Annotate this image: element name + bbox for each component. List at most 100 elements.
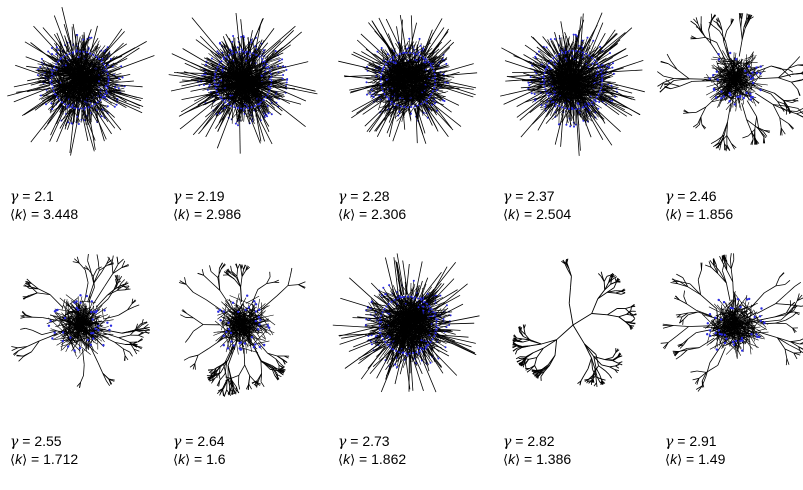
mean-degree-label: ⟨k⟩ = 1.856 [665,206,733,224]
gamma-symbol: γ [503,434,512,450]
equals-sign: = [520,206,537,222]
k-variable: k [508,451,516,467]
equals-sign: = [355,451,372,467]
network-panel: γ = 2.82 ⟨k⟩ = 1.386 [493,245,653,490]
network-panel: γ = 2.55 ⟨k⟩ = 1.712 [0,245,160,490]
mean-degree-label: ⟨k⟩ = 2.986 [173,206,241,224]
network-drawing [657,13,803,152]
gamma-symbol: γ [665,434,674,450]
equals-sign: = [190,206,207,222]
network-graph [178,262,306,397]
angle-bracket-right: ⟩ [185,453,191,468]
network-panel: γ = 2.73 ⟨k⟩ = 1.862 [328,245,488,490]
equals-sign: = [18,433,35,449]
mean-degree-value: 1.6 [206,451,226,467]
gamma-label: γ = 2.55 [10,433,78,451]
gamma-symbol: γ [10,434,19,450]
angle-bracket-right: ⟩ [677,208,683,223]
network-drawing [338,15,478,144]
network-graph [512,258,637,387]
panel-caption: γ = 2.19 ⟨k⟩ = 2.986 [173,188,241,224]
angle-bracket-right: ⟩ [350,208,356,223]
angle-bracket-left: ⟨ [665,453,671,468]
network-panel: γ = 2.91 ⟨k⟩ = 1.49 [655,245,803,490]
panel-caption: γ = 2.73 ⟨k⟩ = 1.862 [338,433,406,469]
network-drawing [660,253,803,392]
equals-sign: = [190,451,207,467]
network-panel: γ = 2.28 ⟨k⟩ = 2.306 [328,0,488,245]
angle-bracket-right: ⟩ [185,208,191,223]
panel-caption: γ = 2.55 ⟨k⟩ = 1.712 [10,433,78,469]
equals-sign: = [346,433,363,449]
gamma-label: γ = 2.82 [503,433,571,451]
equals-sign: = [520,451,537,467]
angle-bracket-right: ⟩ [22,453,28,468]
equals-sign: = [673,188,690,204]
network-drawing [168,12,318,154]
gamma-value: 2.46 [689,188,717,204]
angle-bracket-right: ⟩ [515,208,521,223]
k-variable: k [670,451,678,467]
equals-sign: = [181,188,198,204]
equals-sign: = [18,188,35,204]
network-graph [7,7,155,156]
k-variable: k [670,206,678,222]
k-variable: k [343,206,351,222]
network-panel: γ = 2.19 ⟨k⟩ = 2.986 [163,0,323,245]
network-drawing [7,7,155,156]
gamma-value: 2.91 [689,433,717,449]
network-drawing [512,258,637,387]
panel-caption: γ = 2.91 ⟨k⟩ = 1.49 [665,433,725,469]
panel-caption: γ = 2.46 ⟨k⟩ = 1.856 [665,188,733,224]
gamma-value: 2.82 [527,433,555,449]
equals-sign: = [511,188,528,204]
mean-degree-label: ⟨k⟩ = 3.448 [10,206,78,224]
gamma-value: 2.55 [34,433,62,449]
equals-sign: = [682,451,699,467]
gamma-symbol: γ [665,189,674,205]
gamma-symbol: γ [503,189,512,205]
k-variable: k [178,206,186,222]
panel-caption: γ = 2.1 ⟨k⟩ = 3.448 [10,188,78,224]
mean-degree-value: 1.712 [43,451,79,467]
network-graph [168,12,318,154]
mean-degree-label: ⟨k⟩ = 1.49 [665,451,725,469]
network-panel: γ = 2.1 ⟨k⟩ = 3.448 [0,0,160,245]
network-graph [332,253,480,393]
mean-degree-label: ⟨k⟩ = 2.306 [338,206,406,224]
mean-degree-value: 1.386 [536,451,572,467]
network-drawing [178,262,306,397]
panel-caption: γ = 2.82 ⟨k⟩ = 1.386 [503,433,571,469]
equals-sign: = [511,433,528,449]
mean-degree-value: 2.504 [536,206,572,222]
angle-bracket-right: ⟩ [515,453,521,468]
gamma-value: 2.1 [34,188,54,204]
panel-caption: γ = 2.37 ⟨k⟩ = 2.504 [503,188,571,224]
mean-degree-label: ⟨k⟩ = 2.504 [503,206,571,224]
gamma-label: γ = 2.64 [173,433,226,451]
mean-degree-label: ⟨k⟩ = 1.862 [338,451,406,469]
gamma-value: 2.73 [362,433,390,449]
angle-bracket-left: ⟨ [173,453,179,468]
angle-bracket-right: ⟩ [22,208,28,223]
network-drawing [11,253,151,388]
mean-degree-label: ⟨k⟩ = 1.6 [173,451,226,469]
gamma-value: 2.19 [197,188,225,204]
network-graph [500,12,645,156]
network-graph [660,253,803,392]
panel-caption: γ = 2.64 ⟨k⟩ = 1.6 [173,433,226,469]
equals-sign: = [682,206,699,222]
mean-degree-label: ⟨k⟩ = 1.712 [10,451,78,469]
mean-degree-value: 1.862 [371,451,407,467]
network-drawing [500,12,645,156]
network-panel: γ = 2.37 ⟨k⟩ = 2.504 [493,0,653,245]
gamma-label: γ = 2.37 [503,188,571,206]
angle-bracket-left: ⟨ [338,208,344,223]
k-variable: k [508,206,516,222]
network-graph [338,15,478,144]
equals-sign: = [27,206,44,222]
gamma-symbol: γ [338,189,347,205]
equals-sign: = [181,433,198,449]
gamma-label: γ = 2.46 [665,188,733,206]
mean-degree-label: ⟨k⟩ = 1.386 [503,451,571,469]
